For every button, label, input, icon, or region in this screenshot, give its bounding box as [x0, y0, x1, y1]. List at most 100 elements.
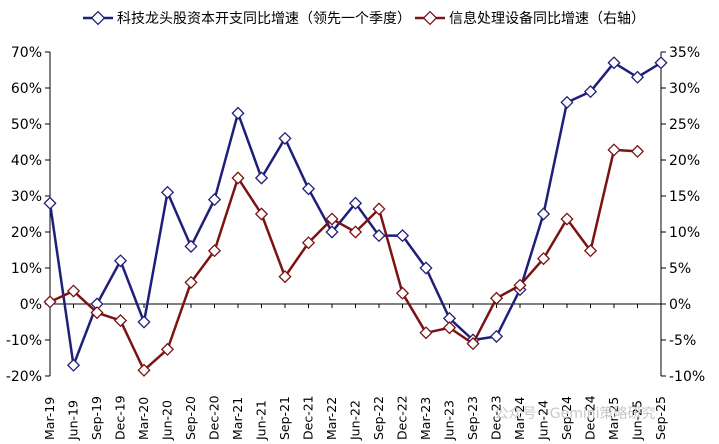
y-tick-left-label: 70% [11, 45, 42, 61]
x-tick-label: Dec-22 [395, 395, 410, 440]
data-point-right [301, 236, 316, 250]
x-tick-label: Dec-21 [301, 395, 316, 440]
data-point-right [630, 144, 645, 158]
data-point-right [583, 244, 598, 258]
data-point-left [66, 358, 81, 372]
x-tick-label: Dec-24 [583, 395, 598, 440]
series-layer [43, 56, 668, 377]
data-point-right [66, 284, 81, 298]
data-point-right [536, 252, 551, 266]
y-tick-right-label: 35% [669, 45, 700, 61]
legend-swatch-right-marker [422, 10, 438, 26]
data-point-left [607, 56, 621, 70]
data-point-left [489, 329, 504, 343]
x-tick-label: Jun-19 [66, 400, 81, 441]
data-point-right [395, 286, 410, 300]
watermark-text: 公众号 · Gemini策略研究 [494, 405, 655, 422]
data-point-left [90, 297, 104, 311]
data-point-left [231, 106, 245, 120]
data-point-right [113, 313, 128, 328]
data-point-left [372, 229, 386, 243]
data-point-left [301, 182, 316, 196]
x-tick-label: Mar-20 [136, 397, 151, 440]
y-tick-right-label: -10% [669, 369, 705, 385]
x-tick-label: Jun-20 [160, 400, 175, 441]
data-point-left [278, 131, 292, 145]
data-point-right [442, 321, 457, 335]
data-point-right [43, 295, 57, 309]
x-tick-label: Jun-22 [348, 400, 363, 441]
data-point-left [160, 185, 175, 199]
y-tick-left-label: 60% [11, 81, 42, 97]
y-tick-left-label: -20% [6, 369, 42, 385]
data-point-right [278, 270, 292, 284]
x-tick-label: Mar-21 [230, 397, 245, 440]
x-tick-label: Sep-23 [465, 396, 480, 440]
data-point-left [207, 193, 222, 207]
legend-item-right-series: 信息处理设备同比增速（右轴） [415, 10, 645, 27]
data-point-left [395, 229, 410, 243]
data-point-right [466, 337, 480, 351]
data-point-right [325, 212, 339, 226]
series-line-right [49, 148, 638, 372]
x-tick-label: Sep-21 [277, 396, 292, 440]
x-tick-label: Dec-19 [113, 395, 128, 440]
x-tick-label: Mar-25 [606, 397, 621, 440]
data-point-right [231, 171, 245, 185]
x-tick-label: Mar-23 [418, 397, 433, 440]
y-tick-right-label: 25% [669, 117, 700, 133]
data-point-right [207, 244, 222, 258]
data-point-right [184, 275, 198, 289]
data-point-left [325, 225, 339, 239]
y-tick-left-label: 40% [11, 153, 42, 169]
x-tick-label: Dec-20 [207, 395, 222, 440]
legend-label-right-series: 信息处理设备同比增速（右轴） [449, 10, 645, 27]
legend-swatch-left-marker [90, 10, 106, 26]
data-point-right [160, 342, 175, 356]
data-point-left [630, 70, 645, 84]
x-tick-label: Mar-19 [42, 397, 57, 440]
data-point-right [607, 143, 621, 157]
legend: 科技龙头股资本开支同比增速（领先一个季度） 信息处理设备同比增速（右轴） [83, 10, 645, 27]
data-point-left [348, 196, 363, 210]
y-tick-right-label: 10% [669, 225, 700, 241]
data-point-right [348, 225, 363, 239]
x-tick-label: Sep-19 [89, 396, 104, 440]
x-tick-label: Jun-21 [254, 400, 269, 441]
x-tick-label: Mar-22 [324, 397, 339, 440]
x-tick-label: Sep-22 [371, 396, 386, 440]
y-tick-right-label: 30% [669, 81, 700, 97]
axes: -20% -10% 0% 10% 20% 30% 40% 50% 60% 70% -10% -5% 0%… [6, 45, 705, 441]
y-tick-right-label: -5% [669, 333, 696, 349]
legend-label-left-series: 科技龙头股资本开支同比增速（领先一个季度） [117, 11, 411, 27]
data-point-left [184, 239, 198, 253]
y-tick-left-label: 0% [20, 297, 42, 313]
x-tick-label: Sep-25 [653, 396, 668, 440]
y-tick-right-label: 20% [669, 153, 700, 169]
data-point-right [560, 212, 574, 226]
y-tick-left-label: 50% [11, 117, 42, 133]
data-point-left [560, 95, 574, 109]
data-point-right [419, 326, 433, 340]
x-tick-label: Mar-24 [512, 397, 527, 440]
data-point-left [442, 311, 457, 325]
data-point-left [43, 196, 57, 210]
data-point-right [489, 291, 504, 305]
y-tick-right-label: 0% [669, 297, 691, 313]
y-tick-left-label: -10% [6, 333, 42, 349]
x-tick-label: Sep-20 [183, 396, 198, 440]
y-tick-right-label: 15% [669, 189, 700, 205]
y-tick-left-label: 20% [11, 225, 42, 241]
x-tick-label: Jun-24 [536, 400, 551, 441]
data-point-left [654, 56, 668, 70]
data-point-right [513, 278, 527, 292]
data-point-right [372, 202, 386, 216]
x-tick-label: Sep-24 [559, 396, 574, 440]
y-tick-right-label: 5% [669, 261, 691, 277]
data-point-left [536, 207, 551, 221]
data-point-right [254, 207, 269, 221]
data-point-left [583, 85, 598, 99]
y-tick-left-label: 30% [11, 189, 42, 205]
legend-item-left-series: 科技龙头股资本开支同比增速（领先一个季度） [83, 10, 411, 27]
